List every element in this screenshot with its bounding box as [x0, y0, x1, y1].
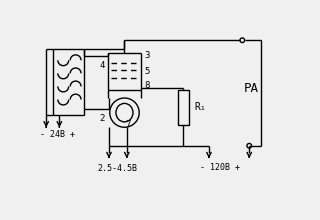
Text: PA: PA [243, 81, 258, 95]
Text: 7: 7 [125, 121, 130, 129]
Text: 2.5-4.5B: 2.5-4.5B [98, 164, 138, 173]
Text: 5: 5 [144, 67, 150, 76]
Text: 3: 3 [145, 51, 150, 60]
Text: 8: 8 [145, 81, 150, 90]
Text: 4: 4 [99, 61, 105, 70]
Bar [178, 90, 189, 125]
Text: R₁: R₁ [194, 102, 206, 112]
Text: 2: 2 [99, 114, 105, 123]
Text: - 24B +: - 24B + [40, 130, 75, 139]
Text: - 120B +: - 120B + [200, 163, 240, 172]
